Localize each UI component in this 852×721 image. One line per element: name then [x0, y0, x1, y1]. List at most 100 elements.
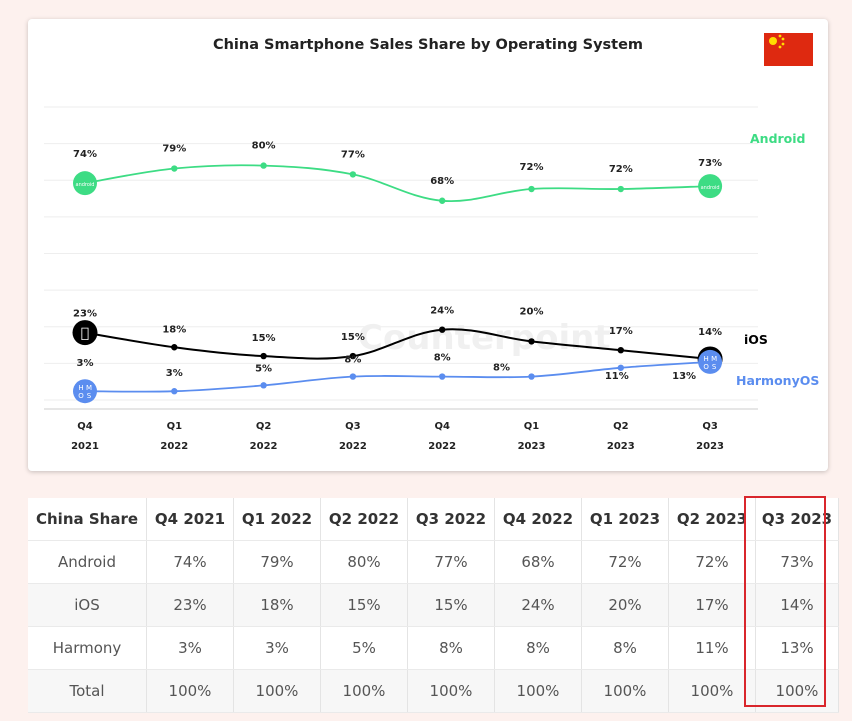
hmos-icon-text: M — [711, 355, 717, 363]
data-label: 3% — [166, 368, 183, 379]
series-legend-ios: iOS — [744, 332, 768, 347]
data-label: 13% — [672, 371, 696, 382]
table-cell: 100% — [320, 669, 408, 713]
series-line-ios — [84, 328, 711, 360]
column-header: Q1 2023 — [581, 498, 669, 541]
table-cell: 17% — [668, 583, 756, 627]
data-point-harmonyos — [528, 373, 535, 380]
column-header: Q3 2023 — [755, 498, 839, 541]
share-table-wrap: China Share Q4 2021 Q1 2022 Q2 2022 Q3 2022 Q… — [28, 498, 839, 713]
hmos-icon — [73, 379, 97, 404]
android-icon — [698, 174, 723, 199]
table-row: Total 100% 100% 100% 100% 100% 100% 100% 100% — [28, 669, 839, 713]
table-cell: 24% — [494, 583, 582, 627]
x-tick-label-year: 2022 — [250, 441, 278, 452]
android-icon-text: android — [76, 182, 95, 188]
x-tick-label-quarter: Q1 — [524, 421, 540, 432]
chart-title: China Smartphone Sales Share by Operatin… — [213, 37, 643, 53]
data-point-ios — [171, 344, 178, 351]
data-label: 77% — [341, 149, 365, 160]
column-header: Q2 2023 — [668, 498, 756, 541]
data-label: 74% — [73, 149, 97, 160]
x-tick-label-quarter: Q4 — [434, 421, 450, 432]
table-cell: 5% — [320, 626, 408, 670]
data-point-android — [171, 165, 178, 172]
table-cell: 100% — [407, 669, 495, 713]
x-tick-label-quarter: Q1 — [167, 421, 183, 432]
hmos-icon-text: H — [78, 384, 83, 392]
data-label: 18% — [162, 324, 186, 335]
data-point-ios — [439, 326, 446, 333]
data-label: 68% — [430, 176, 454, 187]
table-cell: 79% — [233, 540, 321, 584]
table-row: iOS 23% 18% 15% 15% 24% 20% 17% 14% — [28, 583, 839, 627]
x-tick-label-quarter: Q2 — [613, 421, 629, 432]
data-point-android — [439, 197, 446, 204]
x-tick-label-quarter: Q3 — [345, 421, 361, 432]
table-cell: 11% — [668, 626, 756, 670]
table-cell: 73% — [755, 540, 839, 584]
row-label: Total — [28, 669, 147, 713]
hmos-icon-text: M — [86, 384, 92, 392]
data-point-android — [260, 162, 267, 169]
hmos-icon-text: O — [703, 363, 709, 371]
data-point-ios — [528, 338, 535, 345]
table-body: Android 74% 79% 80% 77% 68% 72% 72% 73% iOS 23% 18%… — [28, 540, 839, 713]
table-cell: 13% — [755, 626, 839, 670]
table-cell: 8% — [581, 626, 669, 670]
x-tick-label-year: 2022 — [339, 441, 367, 452]
share-table: China Share Q4 2021 Q1 2022 Q2 2022 Q3 2022 Q… — [28, 498, 839, 713]
apple-icon — [72, 320, 98, 346]
data-point-android — [349, 171, 357, 178]
x-tick-label-year: 2023 — [696, 441, 724, 452]
table-cell: 74% — [146, 540, 234, 584]
column-header: Q4 2021 — [146, 498, 234, 541]
column-header: Q3 2022 — [407, 498, 495, 541]
column-header: Q4 2022 — [494, 498, 582, 541]
table-cell: 8% — [494, 626, 582, 670]
row-label: Android — [28, 540, 147, 584]
hmos-icon-text: S — [87, 392, 92, 400]
table-cell: 100% — [755, 669, 839, 713]
data-point-ios — [617, 346, 624, 354]
data-label: 8% — [344, 355, 361, 366]
table-cell: 15% — [320, 583, 408, 627]
data-label: 8% — [493, 363, 510, 374]
data-label: 14% — [698, 327, 722, 338]
china-flag-icon — [764, 33, 813, 66]
table-cell: 15% — [407, 583, 495, 627]
data-label: 8% — [434, 353, 451, 364]
table-cell: 100% — [233, 669, 321, 713]
series-line-harmonyos — [84, 361, 711, 393]
series-legend-harmonyos: HarmonyOS — [736, 373, 819, 388]
table-cell: 72% — [581, 540, 669, 584]
table-cell: 100% — [146, 669, 234, 713]
hmos-icon-text: O — [78, 392, 84, 400]
data-point-harmonyos — [260, 382, 267, 389]
table-cell: 14% — [755, 583, 839, 627]
row-label: Harmony — [28, 626, 147, 670]
android-icon — [73, 171, 97, 196]
column-header: Q1 2022 — [233, 498, 321, 541]
hmos-icon — [698, 349, 723, 374]
data-label: 24% — [430, 306, 454, 317]
series-line-android — [84, 164, 711, 203]
hmos-icon-text: S — [712, 363, 717, 371]
table-cell: 23% — [146, 583, 234, 627]
data-point-harmonyos — [617, 364, 624, 371]
data-label: 80% — [252, 141, 276, 152]
data-label: 11% — [605, 371, 629, 382]
x-tick-label-year: 2022 — [428, 441, 456, 452]
x-tick-label-year: 2023 — [607, 441, 635, 452]
apple-icon-glyph:  — [81, 326, 89, 342]
x-tick-label-quarter: Q3 — [702, 421, 718, 432]
row-label: iOS — [28, 583, 147, 627]
table-cell: 20% — [581, 583, 669, 627]
data-label: 15% — [252, 333, 276, 344]
table-cell: 77% — [407, 540, 495, 584]
data-label: 5% — [255, 363, 272, 374]
watermark-text: Counterpoint — [358, 318, 611, 358]
x-tick-label-year: 2023 — [518, 441, 546, 452]
table-cell: 100% — [494, 669, 582, 713]
data-label: 23% — [73, 309, 97, 320]
